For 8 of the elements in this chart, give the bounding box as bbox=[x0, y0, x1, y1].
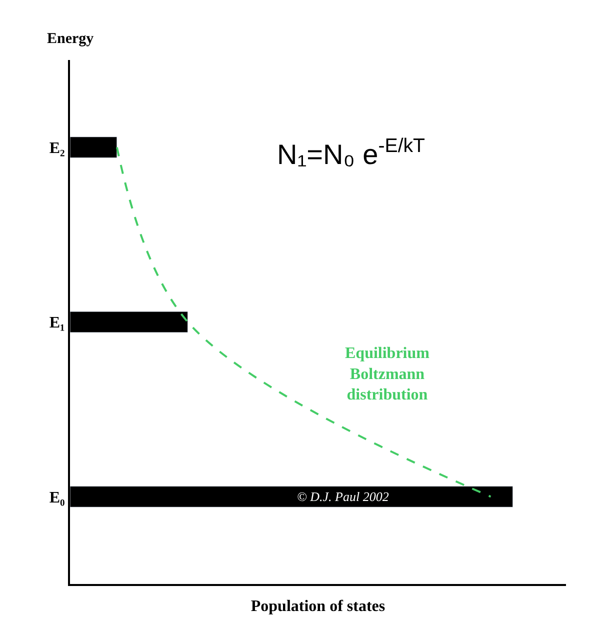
series-label: Equilibrium Boltzmann distribution bbox=[345, 345, 430, 404]
annotation: N₁=N₀ e$^{-E/kT}$ bbox=[277, 135, 426, 170]
y-tick-label: E₂ bbox=[49, 140, 66, 157]
y-axis-title: Energy bbox=[47, 31, 94, 47]
y-tick-label: E₀ bbox=[49, 489, 66, 506]
x-axis-title: Population of states bbox=[250, 598, 386, 616]
annotation: © D.J. Paul 2002 bbox=[297, 489, 390, 504]
y-tick-label: E₁ bbox=[49, 314, 66, 332]
